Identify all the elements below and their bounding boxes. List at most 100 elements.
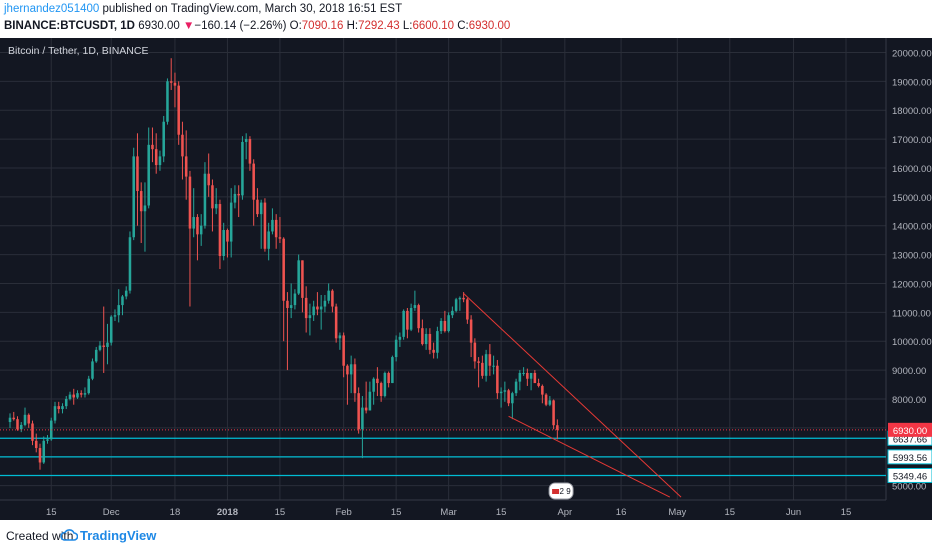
candle-body	[23, 414, 27, 425]
chart-title: Bitcoin / Tether, 1D, BINANCE	[8, 45, 148, 57]
candle	[499, 387, 503, 408]
candle	[439, 318, 443, 334]
candle-body	[91, 361, 94, 379]
level-price-label: 5349.46	[893, 471, 927, 482]
candle	[503, 381, 507, 402]
low-value: 6600.10	[412, 20, 455, 32]
candle-body	[87, 378, 91, 394]
candle	[128, 231, 132, 294]
candlestick-chart[interactable]: 5000.006000.007000.008000.009000.0010000…	[0, 38, 932, 520]
candle	[466, 297, 469, 324]
candle	[293, 289, 297, 310]
candle	[361, 396, 364, 459]
candle-body	[267, 231, 270, 249]
event-badge-label: 2 9	[560, 487, 572, 496]
candle-body	[529, 372, 533, 379]
candle	[342, 332, 345, 378]
level-price-tag	[887, 449, 932, 465]
publish-info: jhernandez051400 published on TradingVie…	[4, 3, 402, 15]
candle	[552, 399, 555, 430]
candle	[454, 297, 458, 313]
candle	[376, 367, 379, 397]
candle-body	[188, 176, 192, 229]
candle-body	[218, 204, 222, 257]
close-value: 6930.00	[468, 20, 511, 32]
candle-body	[499, 391, 503, 394]
candle-body	[376, 378, 379, 384]
candle	[274, 214, 278, 249]
symbol-label: BINANCE:BTCUSDT, 1D	[4, 20, 135, 32]
candle-body	[211, 185, 214, 209]
footer: Created with TradingView	[0, 520, 932, 550]
x-tick-label: 15	[725, 507, 736, 518]
candle	[117, 289, 120, 323]
candle	[166, 78, 169, 125]
candle-body	[432, 349, 435, 353]
candle	[424, 328, 428, 350]
candle-body	[72, 394, 76, 398]
candle	[492, 355, 495, 375]
candle-body	[316, 306, 319, 310]
candle-body	[297, 260, 300, 294]
candle	[98, 341, 102, 352]
candle	[304, 286, 308, 333]
candle	[533, 370, 537, 384]
candle	[27, 413, 31, 428]
candle	[316, 292, 319, 316]
candle	[436, 326, 439, 359]
candle-body	[237, 193, 240, 196]
candle-body	[132, 156, 135, 238]
candle	[46, 435, 49, 444]
candle-body	[346, 365, 349, 375]
candle-body	[473, 342, 477, 362]
candle-body	[158, 156, 162, 166]
candle	[23, 407, 27, 427]
candle-body	[361, 407, 364, 430]
candle	[514, 378, 518, 397]
candle-body	[278, 237, 282, 239]
high-value: 7292.43	[358, 20, 400, 32]
published-text: published on TradingView.com, March 30, …	[102, 3, 403, 15]
publication-header: jhernandez051400 published on TradingVie…	[0, 0, 932, 40]
candle-body	[537, 383, 540, 386]
candle-body	[94, 349, 98, 362]
candle-body	[181, 134, 184, 157]
candle-body	[263, 202, 267, 249]
candle	[271, 208, 274, 235]
candle	[256, 188, 259, 218]
candle-body	[42, 440, 46, 463]
candle	[346, 364, 349, 405]
candle	[338, 332, 342, 350]
candle	[391, 355, 394, 384]
candle	[548, 396, 552, 407]
candle	[192, 188, 195, 238]
tradingview-brand[interactable]: TradingView	[80, 528, 157, 543]
candle-body	[117, 305, 120, 316]
candle-body	[38, 448, 42, 463]
candle	[124, 286, 128, 300]
candle	[147, 127, 150, 209]
symbol-ohlc-line: BINANCE:BTCUSDT, 1D 6930.00 ▼−160.14 (−2…	[4, 20, 510, 32]
candle	[308, 303, 312, 336]
candle	[244, 133, 248, 160]
candle-body	[533, 372, 537, 384]
y-tick-label: 12000.00	[892, 279, 932, 290]
last-price-label: 6930.00	[893, 426, 927, 437]
candle-body	[522, 372, 525, 374]
candle-body	[406, 310, 409, 330]
candle-body	[256, 199, 259, 215]
chart-background	[0, 38, 932, 520]
candle	[222, 222, 225, 261]
author-link[interactable]: jhernandez051400	[4, 3, 100, 15]
candle-body	[552, 400, 555, 426]
candle-body	[541, 385, 544, 395]
candle-body	[447, 315, 450, 332]
candle-body	[64, 398, 68, 407]
candle	[334, 303, 338, 343]
chart-area[interactable]: 5000.006000.007000.008000.009000.0010000…	[0, 38, 932, 520]
candle	[94, 346, 98, 363]
candle	[447, 312, 450, 333]
candle	[372, 377, 375, 405]
candle	[42, 436, 46, 464]
candle	[76, 390, 79, 399]
